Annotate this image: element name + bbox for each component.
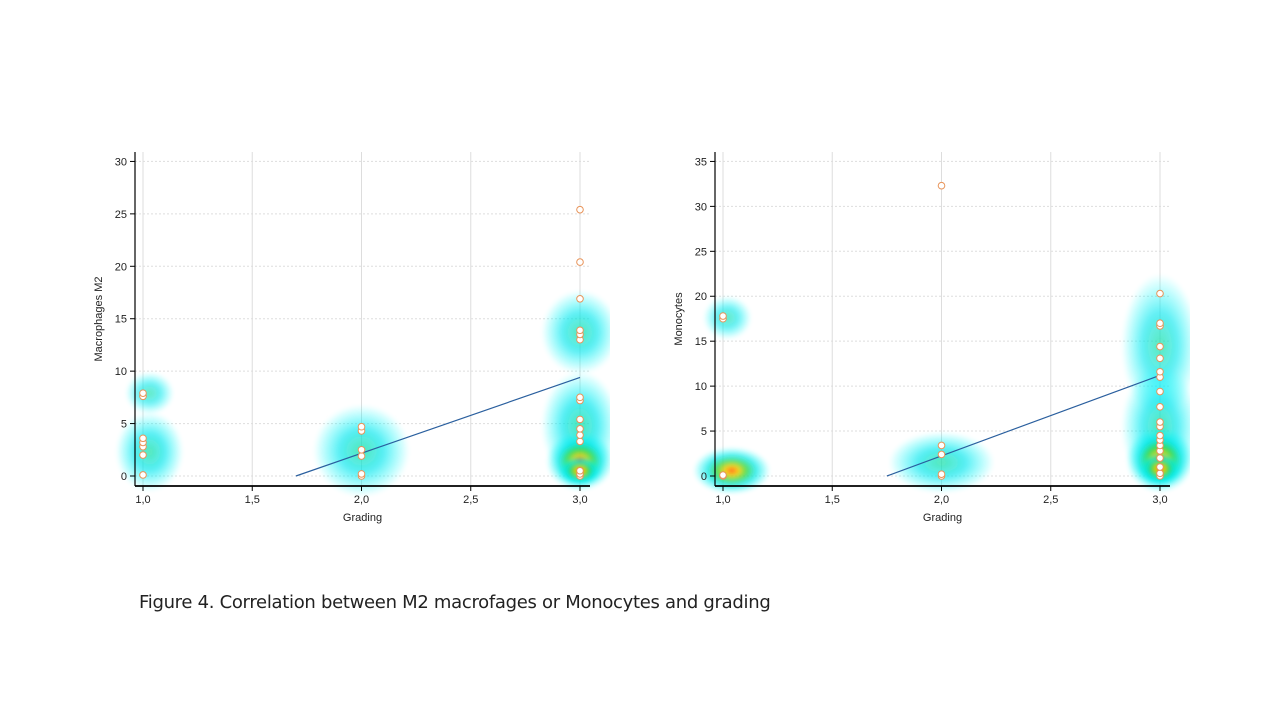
data-point bbox=[1156, 454, 1164, 462]
y-tick-label: 5 bbox=[701, 426, 707, 438]
regression-line bbox=[886, 374, 1161, 477]
x-tick-label: 2,5 bbox=[463, 494, 478, 506]
chart-svg: 0 5 10 15 20 25 30 35 1,0 1,5 2,0 2,5 3,0 Grading Mono… bbox=[673, 152, 1190, 524]
y-tick-label: 35 bbox=[695, 156, 707, 168]
y-tick-label: 10 bbox=[115, 366, 127, 378]
y-axis-title: Monocytes bbox=[673, 292, 685, 346]
data-point bbox=[937, 181, 946, 190]
data-point bbox=[576, 415, 584, 424]
y-tick-label: 30 bbox=[115, 156, 127, 168]
x-tick-label: 2,5 bbox=[1043, 494, 1058, 506]
data-point bbox=[1156, 431, 1164, 440]
y-tick-label: 30 bbox=[695, 201, 707, 213]
data-point bbox=[139, 471, 147, 479]
data-point bbox=[576, 393, 584, 402]
data-point bbox=[1156, 387, 1164, 396]
x-tick-label: 1,5 bbox=[245, 494, 260, 506]
data-point bbox=[719, 471, 727, 479]
y-tick-label: 0 bbox=[121, 471, 127, 483]
data-point bbox=[139, 451, 147, 459]
y-tick-label: 5 bbox=[121, 419, 127, 431]
y-tick-label: 0 bbox=[701, 471, 707, 483]
chart-macrophages-m2: 0 5 10 15 20 25 30 1,0 1,5 2,0 2,5 3,0 Grading Macrop… bbox=[80, 140, 610, 540]
figure-caption: Figure 4. Correlation between M2 macrofa… bbox=[139, 592, 771, 613]
x-axis-title: Grading bbox=[343, 512, 382, 524]
data-point bbox=[576, 326, 584, 335]
density-blob bbox=[115, 412, 184, 492]
x-tick-label: 2,0 bbox=[354, 494, 369, 506]
density-blob bbox=[541, 290, 610, 375]
data-point bbox=[937, 450, 946, 459]
data-point bbox=[576, 466, 584, 475]
data-point bbox=[576, 205, 584, 214]
data-point bbox=[576, 431, 584, 439]
data-point bbox=[576, 437, 584, 446]
data-point bbox=[357, 445, 366, 454]
chart-monocytes: 0 5 10 15 20 25 30 35 1,0 1,5 2,0 2,5 3,0 Grading Mono… bbox=[660, 140, 1190, 540]
data-point bbox=[139, 434, 147, 443]
x-axis-title: Grading bbox=[923, 512, 962, 524]
data-point bbox=[576, 294, 584, 303]
data-point bbox=[576, 425, 584, 433]
data-point bbox=[1156, 469, 1164, 478]
data-point bbox=[139, 389, 147, 397]
data-point bbox=[719, 312, 727, 320]
y-tick-label: 15 bbox=[695, 336, 707, 348]
data-point bbox=[937, 470, 946, 479]
data-point bbox=[357, 452, 366, 460]
data-point bbox=[1156, 289, 1164, 298]
data-point bbox=[1156, 354, 1164, 363]
density-blob bbox=[703, 296, 752, 340]
y-tick-label: 15 bbox=[115, 314, 127, 326]
chart-svg: 0 5 10 15 20 25 30 1,0 1,5 2,0 2,5 3,0 Grading Macrop… bbox=[93, 152, 610, 524]
data-point bbox=[357, 422, 366, 431]
x-tick-label: 1,5 bbox=[825, 494, 840, 506]
y-tick-label: 20 bbox=[695, 291, 707, 303]
x-tick-label: 1,0 bbox=[135, 494, 150, 506]
x-tick-label: 2,0 bbox=[934, 494, 949, 506]
y-tick-label: 25 bbox=[115, 209, 127, 221]
x-tick-label: 3,0 bbox=[572, 494, 587, 506]
data-point bbox=[1156, 463, 1164, 471]
x-tick-label: 3,0 bbox=[1152, 494, 1167, 506]
data-point bbox=[1156, 319, 1164, 328]
data-point bbox=[1156, 402, 1164, 411]
x-tick-label: 1,0 bbox=[715, 494, 730, 506]
density-blob bbox=[888, 431, 995, 494]
y-tick-label: 25 bbox=[695, 246, 707, 258]
density-blob bbox=[125, 372, 174, 415]
y-tick-label: 20 bbox=[115, 261, 127, 273]
data-point bbox=[1156, 418, 1164, 426]
data-point bbox=[1156, 367, 1164, 376]
regression-line bbox=[295, 376, 581, 477]
data-point bbox=[1156, 342, 1164, 351]
data-point bbox=[576, 258, 584, 266]
data-point bbox=[357, 470, 366, 478]
density-blob bbox=[693, 447, 771, 494]
data-point bbox=[937, 441, 946, 450]
y-tick-label: 10 bbox=[695, 381, 707, 393]
y-axis-title: Macrophages M2 bbox=[93, 277, 105, 362]
